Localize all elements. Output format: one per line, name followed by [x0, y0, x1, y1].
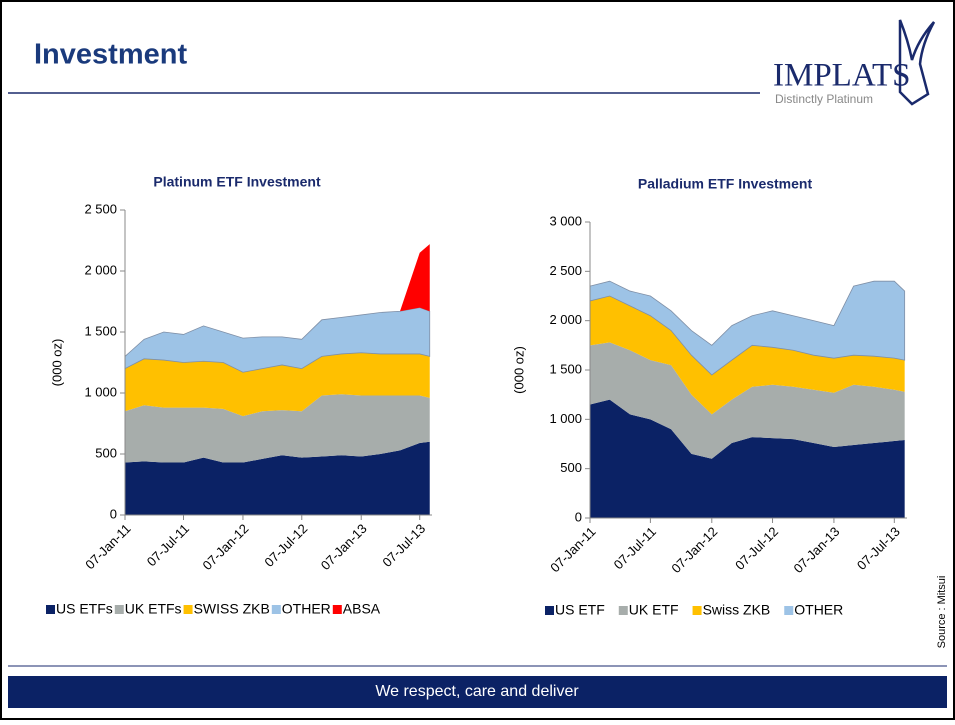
- area-series: [124, 307, 431, 373]
- y-tick-label: 2 000: [549, 312, 582, 327]
- logo-antelope: [898, 19, 936, 106]
- y-tick-label: 0: [110, 506, 117, 521]
- legend-swatch: [183, 605, 193, 614]
- legend-label: SWISS ZKB: [194, 601, 270, 617]
- y-tick-label: 1 500: [549, 361, 582, 376]
- footer-bar: [8, 676, 947, 708]
- area-series: [590, 296, 905, 415]
- legend-swatch: [545, 606, 554, 615]
- legend-swatch: [46, 605, 55, 614]
- legend-swatch: [784, 606, 794, 615]
- legend-label: US ETF: [555, 602, 605, 618]
- legend-swatch: [271, 605, 281, 614]
- area-series: [125, 441, 430, 515]
- legend-label: UK ETFs: [125, 601, 182, 617]
- y-tick-label: 1 000: [549, 411, 582, 426]
- logo-tagline: Distinctly Platinum: [775, 92, 873, 106]
- y-tick-label: 1 000: [84, 384, 117, 399]
- area-series: [589, 280, 906, 376]
- legend-label: UK ETF: [629, 602, 679, 618]
- source-note: Source : Mitsui: [936, 576, 948, 649]
- y-axis-label: (000 oz): [49, 339, 64, 387]
- legend-label: Swiss ZKB: [703, 602, 771, 618]
- y-tick-label: 500: [560, 460, 582, 475]
- legend-swatch: [332, 605, 342, 614]
- legend-label: OTHER: [282, 601, 331, 617]
- y-tick-label: 500: [95, 445, 117, 460]
- area-series: [590, 342, 905, 459]
- slide-title: Investment: [34, 39, 187, 71]
- y-axis-label: (000 oz): [511, 346, 526, 394]
- footer-text: We respect, care and deliver: [375, 683, 579, 700]
- legend-swatch: [692, 606, 702, 615]
- legend-label: OTHER: [794, 602, 843, 618]
- y-tick-label: 2 000: [84, 262, 117, 277]
- y-tick-label: 0: [575, 509, 582, 524]
- legend-label: US ETFs: [56, 601, 113, 617]
- legend-swatch: [114, 605, 124, 614]
- chart-title: Platinum ETF Investment: [153, 174, 321, 190]
- area-series: [125, 352, 430, 417]
- y-tick-label: 3 000: [549, 213, 582, 228]
- logo-name: IMPLATS: [773, 58, 911, 94]
- legend-label: ABSA: [343, 601, 381, 617]
- y-tick-label: 2 500: [84, 201, 117, 216]
- legend-swatch: [618, 606, 628, 615]
- chart-title: Palladium ETF Investment: [638, 176, 813, 192]
- area-series: [125, 394, 430, 463]
- area-series: [590, 399, 905, 518]
- y-tick-label: 2 500: [549, 263, 582, 278]
- y-tick-label: 1 500: [84, 323, 117, 338]
